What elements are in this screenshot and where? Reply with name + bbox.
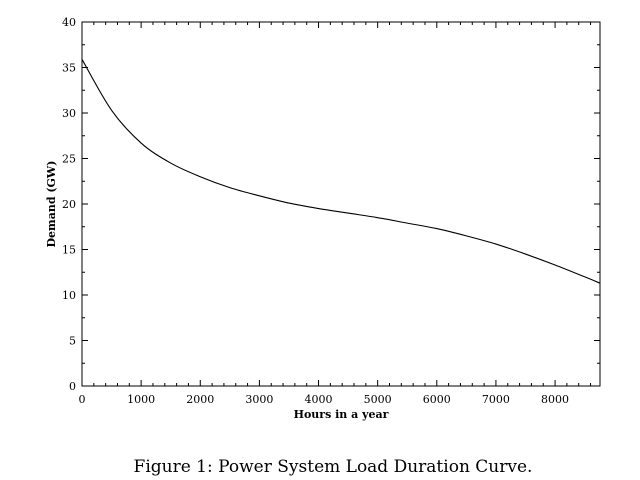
x-tick-label: 2000 [186,393,214,406]
x-tick-label: 3000 [245,393,273,406]
plot-frame [81,21,601,387]
x-axis-label: Hours in a year [294,408,389,421]
tick-marks [81,21,600,387]
y-tick-label: 30 [62,107,76,120]
x-tick-label: 0 [79,393,86,406]
y-tick-label: 5 [69,335,76,348]
tick-labels: 0 1000 2000 3000 4000 5000 6000 7000 8000 0 5 10 15 2… [62,16,569,406]
y-tick-label: 0 [69,380,76,393]
load-duration-curve [81,59,601,284]
y-tick-label: 10 [62,289,76,302]
x-tick-label: 4000 [305,393,333,406]
x-tick-label: 5000 [364,393,392,406]
x-tick-label: 1000 [127,393,155,406]
y-tick-label: 15 [62,244,76,257]
y-tick-label: 35 [62,62,76,75]
y-tick-label: 40 [62,16,76,29]
x-tick-label: 8000 [541,393,569,406]
x-tick-label: 7000 [482,393,510,406]
x-tick-label: 6000 [423,393,451,406]
y-tick-label: 20 [62,198,76,211]
y-axis-label: Demand (GW) [45,161,58,248]
figure-caption: Figure 1: Power System Load Duration Cur… [134,457,533,477]
y-tick-label: 25 [62,153,76,166]
